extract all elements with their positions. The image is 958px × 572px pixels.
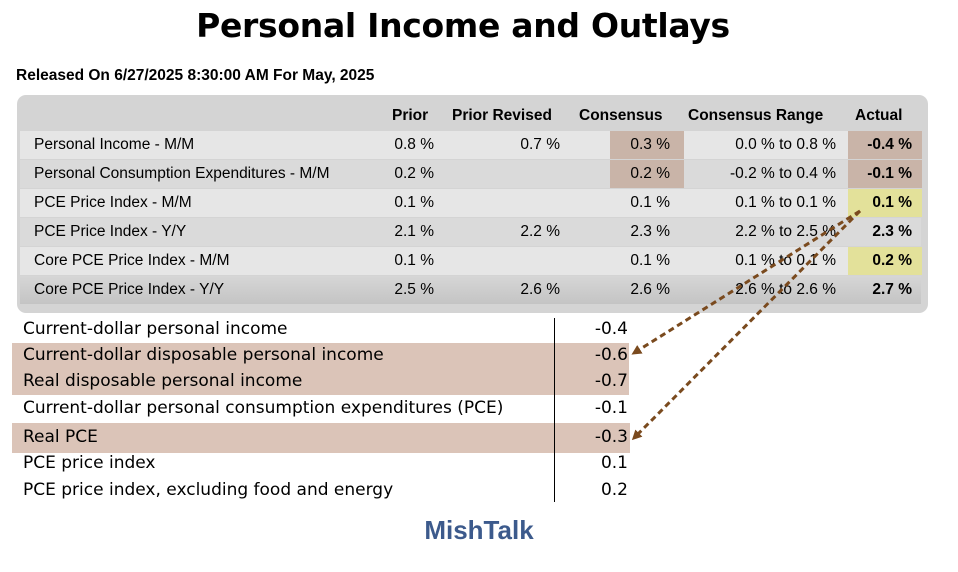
consensus-range-value: 0.0 % to 0.8 % xyxy=(735,136,836,153)
bea-label: Current-dollar personal consumption expe… xyxy=(23,398,504,418)
economic-data-table: Prior Prior Revised Consensus Consensus … xyxy=(17,95,928,313)
prior-revised-value: 0.7 % xyxy=(520,136,560,153)
consensus-text: 0.2 % xyxy=(630,165,670,182)
prior-value: 0.1 % xyxy=(394,252,434,269)
table-row: PCE Price Index - M/M 0.1 % 0.1 % 0.1 % … xyxy=(20,189,922,217)
actual-value: -0.4 % xyxy=(848,131,922,159)
actual-text: 0.1 % xyxy=(872,194,912,211)
bea-value: 0.2 xyxy=(600,480,628,500)
header-prior-revised: Prior Revised xyxy=(452,107,552,124)
column-divider xyxy=(554,318,555,502)
bea-value: -0.7 xyxy=(594,371,628,391)
consensus-range-value: 2.2 % to 2.5 % xyxy=(735,223,836,240)
consensus-value: 0.3 % xyxy=(610,131,684,159)
header-consensus: Consensus xyxy=(579,107,663,124)
consensus-value: 2.3 % xyxy=(630,223,670,240)
consensus-range-value: 0.1 % to 0.1 % xyxy=(735,194,836,211)
table-row: Personal Consumption Expenditures - M/M … xyxy=(20,160,922,188)
indicator-name: Core PCE Price Index - Y/Y xyxy=(34,281,225,298)
page-title: Personal Income and Outlays xyxy=(196,6,730,45)
prior-value: 0.2 % xyxy=(394,165,434,182)
consensus-range-value: 2.6 % to 2.6 % xyxy=(735,281,836,298)
consensus-value: 0.2 % xyxy=(610,160,684,188)
consensus-range-value: 0.1 % to 0.1 % xyxy=(735,252,836,269)
mishtalk-logo: MishTalk xyxy=(424,515,534,545)
list-item: PCE price index, excluding food and ener… xyxy=(12,478,629,504)
bea-change-list: Current-dollar personal income -0.4 Curr… xyxy=(0,315,958,505)
release-date: Released On 6/27/2025 8:30:00 AM For May… xyxy=(16,67,375,84)
indicator-name: Personal Consumption Expenditures - M/M xyxy=(34,165,330,182)
bea-label: Current-dollar personal income xyxy=(23,319,288,339)
header-actual: Actual xyxy=(855,107,903,124)
consensus-value: 0.1 % xyxy=(630,252,670,269)
bea-label: Current-dollar disposable personal incom… xyxy=(23,345,384,365)
table-row: PCE Price Index - Y/Y 2.1 % 2.2 % 2.3 % … xyxy=(20,218,921,246)
bea-label: PCE price index xyxy=(23,453,156,473)
bea-value: 0.1 xyxy=(600,453,628,473)
prior-value: 0.8 % xyxy=(394,136,434,153)
bea-value: -0.4 xyxy=(594,319,628,339)
list-item: Current-dollar personal income -0.4 xyxy=(12,317,629,343)
list-item: Current-dollar personal consumption expe… xyxy=(12,396,629,422)
actual-value: 0.2 % xyxy=(848,247,922,275)
prior-revised-value: 2.2 % xyxy=(520,223,560,240)
actual-text: 0.2 % xyxy=(872,252,912,269)
arrow-to-disposable-income xyxy=(631,209,861,355)
actual-text: -0.4 % xyxy=(867,136,912,153)
bea-label: Real disposable personal income xyxy=(23,371,303,391)
consensus-value: 2.6 % xyxy=(630,281,670,298)
actual-text: -0.1 % xyxy=(867,165,912,182)
indicator-name: Core PCE Price Index - M/M xyxy=(34,252,230,269)
table-row: Core PCE Price Index - M/M 0.1 % 0.1 % 0… xyxy=(20,247,922,275)
actual-value: 0.1 % xyxy=(848,189,922,217)
indicator-name: Personal Income - M/M xyxy=(34,136,195,153)
prior-revised-value: 2.6 % xyxy=(520,281,560,298)
bea-label: PCE price index, excluding food and ener… xyxy=(23,480,394,500)
list-item: Current-dollar disposable personal incom… xyxy=(12,343,629,369)
indicator-name: PCE Price Index - Y/Y xyxy=(34,223,187,240)
consensus-range-value: -0.2 % to 0.4 % xyxy=(730,165,836,182)
consensus-value: 0.1 % xyxy=(630,194,670,211)
indicator-name: PCE Price Index - M/M xyxy=(34,194,192,211)
list-item: Real disposable personal income -0.7 xyxy=(12,369,629,395)
bea-value: -0.6 xyxy=(594,345,628,365)
list-item: Real PCE -0.3 xyxy=(12,423,630,453)
consensus-text: 0.3 % xyxy=(630,136,670,153)
header-consensus-range: Consensus Range xyxy=(688,107,824,124)
bea-value: -0.1 xyxy=(594,398,628,418)
actual-value: -0.1 % xyxy=(848,160,922,188)
bea-value: -0.3 xyxy=(594,427,628,447)
prior-value: 2.1 % xyxy=(394,223,434,240)
arrow-to-real-pce xyxy=(631,209,862,441)
bea-label: Real PCE xyxy=(23,427,98,447)
table-row: Personal Income - M/M 0.8 % 0.7 % 0.3 % … xyxy=(20,131,922,159)
header-prior: Prior xyxy=(392,107,429,124)
prior-value: 0.1 % xyxy=(394,194,434,211)
prior-value: 2.5 % xyxy=(394,281,434,298)
actual-value: 2.7 % xyxy=(872,281,912,298)
list-item: PCE price index 0.1 xyxy=(12,451,629,477)
actual-value: 2.3 % xyxy=(872,223,912,240)
